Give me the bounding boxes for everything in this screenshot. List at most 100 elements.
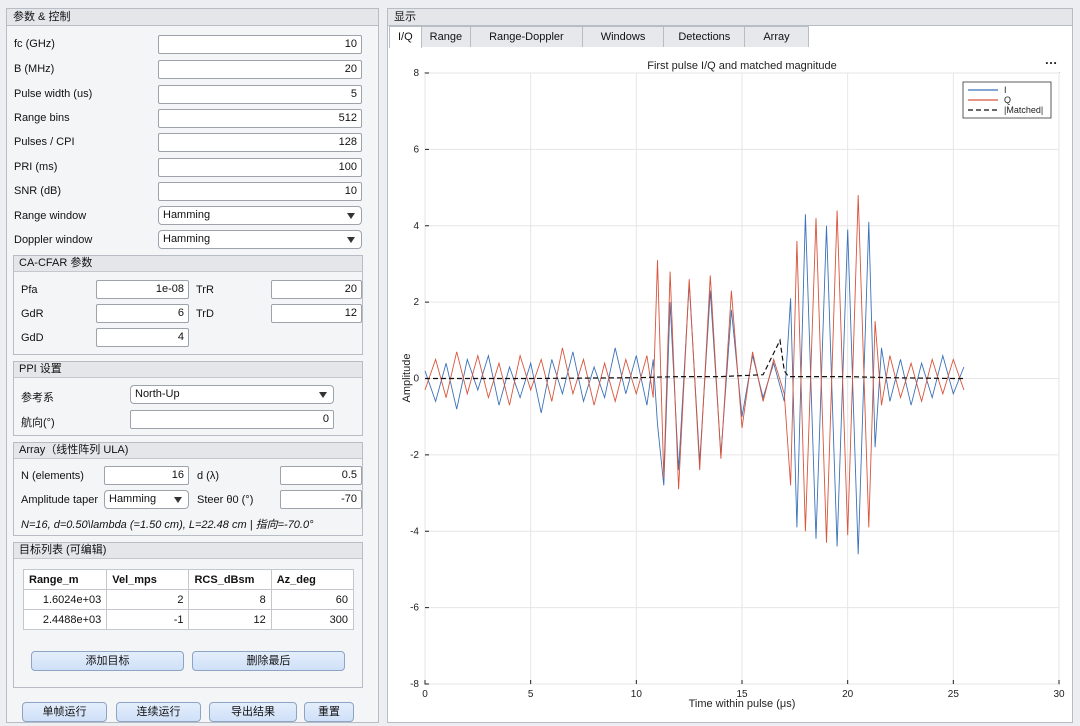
doppler-window-value: Hamming	[163, 233, 211, 245]
targets-col-range[interactable]: Range_m	[22, 569, 108, 590]
param-rbins-label: Range bins	[14, 112, 70, 124]
cfar-gdd-field[interactable]: 4	[96, 328, 189, 347]
param-pri-field[interactable]: 100	[158, 158, 362, 177]
range-window-select[interactable]: Hamming	[158, 206, 362, 225]
tab-windows[interactable]: Windows	[581, 26, 665, 47]
iq-chart[interactable]: 0 5 10 15 20 25 30 -8 -6 -4 -2 0 2 4 6 8 First pulse I/…	[387, 50, 1073, 720]
param-snr-field[interactable]: 10	[158, 182, 362, 201]
y-tick-label: 2	[413, 297, 419, 308]
legend: I Q |Matched|	[962, 81, 1052, 119]
table-cell[interactable]: 12	[188, 609, 272, 630]
array-n-field[interactable]: 16	[104, 466, 189, 485]
add-target-button[interactable]: 添加目标	[31, 651, 184, 671]
continuous-run-button[interactable]: 连续运行	[116, 702, 201, 722]
tab-range[interactable]: Range	[420, 26, 472, 47]
ppi-group-title: PPI 设置	[14, 362, 362, 378]
table-cell[interactable]: 2.4488e+03	[22, 609, 108, 630]
param-snr-label: SNR (dB)	[14, 185, 62, 197]
reset-button[interactable]: 重置	[304, 702, 354, 722]
param-pulses-label: Pulses / CPI	[14, 136, 75, 148]
array-taper-select[interactable]: Hamming	[104, 490, 189, 509]
table-cell[interactable]: 300	[270, 609, 355, 630]
x-tick-label: 15	[736, 689, 748, 700]
targets-header-row: Range_m Vel_mps RCS_dBsm Az_deg	[22, 569, 355, 590]
legend-label-q: Q	[1004, 95, 1011, 105]
y-tick-label: -4	[410, 526, 419, 537]
ppi-heading-field[interactable]: 0	[130, 410, 334, 429]
legend-label-i: I	[1004, 85, 1007, 95]
param-b-label: B (MHz)	[14, 63, 55, 75]
array-taper-value: Hamming	[109, 493, 157, 505]
param-fc-field[interactable]: 10	[158, 35, 362, 54]
table-cell[interactable]: 8	[188, 589, 272, 610]
param-pw-label: Pulse width (us)	[14, 88, 93, 100]
chevron-down-icon	[347, 213, 355, 219]
array-steer-field[interactable]: -70	[280, 490, 362, 509]
array-d-label: d (λ)	[197, 470, 219, 482]
more-options-icon[interactable]: …	[1045, 52, 1058, 67]
display-tabs: I/Q Range Range-Doppler Windows Detectio…	[389, 26, 809, 48]
param-b-field[interactable]: 20	[158, 60, 362, 79]
tab-detections[interactable]: Detections	[663, 26, 746, 47]
tab-iq[interactable]: I/Q	[389, 26, 422, 48]
param-pulses-field[interactable]: 128	[158, 133, 362, 152]
ppi-ref-label: 参考系	[21, 392, 54, 404]
chart-title: First pulse I/Q and matched magnitude	[647, 60, 837, 72]
x-tick-label: 10	[631, 689, 643, 700]
tab-range-doppler[interactable]: Range-Doppler	[470, 26, 583, 47]
array-group-title: Array（线性阵列 ULA)	[14, 443, 362, 459]
targets-table: Range_m Vel_mps RCS_dBsm Az_deg 1.6024e+…	[22, 569, 355, 630]
chevron-down-icon	[174, 497, 182, 503]
chart-ylabel: Amplitude	[401, 354, 413, 403]
delete-last-button[interactable]: 删除最后	[192, 651, 345, 671]
param-pw-field[interactable]: 5	[158, 85, 362, 104]
export-results-button[interactable]: 导出结果	[209, 702, 297, 722]
y-tick-label: -8	[410, 679, 419, 690]
cfar-trr-field[interactable]: 20	[271, 280, 362, 299]
series-matched-line	[425, 338, 964, 380]
array-n-label: N (elements)	[21, 470, 84, 482]
table-row[interactable]: 1.6024e+03 2 8 60	[22, 589, 355, 610]
array-d-field[interactable]: 0.5	[280, 466, 362, 485]
param-pri-label: PRI (ms)	[14, 161, 58, 173]
doppler-window-select[interactable]: Hamming	[158, 230, 362, 249]
series-q-line	[424, 195, 965, 543]
param-rbins-field[interactable]: 512	[158, 109, 362, 128]
y-tick-label: 4	[413, 221, 419, 232]
array-steer-label: Steer θ0 (°)	[197, 494, 254, 506]
y-tick-label: -2	[410, 450, 419, 461]
y-tick-label: 8	[413, 68, 419, 79]
range-window-label: Range window	[14, 210, 87, 222]
cfar-pfa-field[interactable]: 1e-08	[96, 280, 189, 299]
control-panel-title: 参数 & 控制	[7, 9, 378, 26]
single-run-button[interactable]: 单帧运行	[22, 702, 107, 722]
x-tick-label: 20	[842, 689, 854, 700]
y-tick-label: -6	[410, 603, 419, 614]
chevron-down-icon	[347, 237, 355, 243]
cfar-gdr-label: GdR	[21, 308, 44, 320]
y-tick-label: 6	[413, 144, 419, 155]
table-cell[interactable]: 1.6024e+03	[22, 589, 108, 610]
chevron-down-icon	[319, 392, 327, 398]
targets-col-az[interactable]: Az_deg	[270, 569, 355, 590]
cfar-trr-label: TrR	[196, 284, 214, 296]
array-summary: N=16, d=0.50\lambda (=1.50 cm), L=22.48 …	[21, 519, 314, 531]
targets-group-title: 目标列表 (可编辑)	[14, 543, 362, 559]
ppi-ref-select[interactable]: North-Up	[130, 385, 334, 404]
ppi-ref-value: North-Up	[135, 388, 180, 400]
targets-col-rcs[interactable]: RCS_dBsm	[188, 569, 272, 590]
cfar-pfa-label: Pfa	[21, 284, 38, 296]
chart-xlabel: Time within pulse (μs)	[689, 698, 796, 710]
x-tick-label: 30	[1053, 689, 1065, 700]
cfar-trd-field[interactable]: 12	[271, 304, 362, 323]
tab-array[interactable]: Array	[744, 26, 809, 47]
table-row[interactable]: 2.4488e+03 -1 12 300	[22, 609, 355, 630]
table-cell[interactable]: -1	[106, 609, 190, 630]
cfar-gdr-field[interactable]: 6	[96, 304, 189, 323]
x-tick-label: 5	[528, 689, 534, 700]
targets-col-vel[interactable]: Vel_mps	[106, 569, 190, 590]
table-cell[interactable]: 60	[270, 589, 355, 610]
series-lines	[424, 195, 965, 555]
table-cell[interactable]: 2	[106, 589, 190, 610]
ppi-heading-label: 航向(°)	[21, 417, 55, 429]
